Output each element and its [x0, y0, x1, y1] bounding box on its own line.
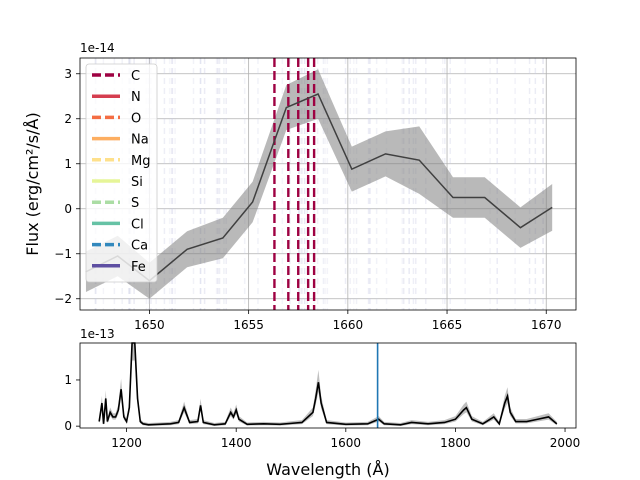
x-tick-label: 1600 [331, 436, 362, 450]
y-tick-label: 1 [64, 373, 72, 387]
element-line-markers [273, 58, 316, 310]
spectrum-line [98, 342, 558, 426]
top-offset-text: 1e-14 [80, 41, 115, 55]
legend: CNO Na Mg Si S Cl Ca Fe [85, 63, 158, 283]
x-tick-label: 1655 [233, 318, 264, 332]
y-tick-label: 1 [64, 157, 72, 171]
legend-label: Fe [131, 260, 146, 275]
y-tick-label: 0 [64, 202, 72, 216]
x-tick-label: 2000 [550, 436, 581, 450]
top-panel: 1650 1655 1660 1665 1670 −2 −1 0 1 2 3 1e-14 Flux … [23, 41, 577, 332]
top-axes-frame [79, 57, 577, 311]
y-tick-label: −2 [54, 292, 72, 306]
legend-box [85, 63, 158, 283]
x-tick-label: 1650 [134, 318, 165, 332]
x-tick-label: 1660 [333, 318, 364, 332]
x-tick-label: 1400 [221, 436, 252, 450]
bottom-ticks: 1200 1400 1600 1800 2000 0 1 [64, 373, 580, 450]
y-tick-label: 0 [64, 419, 72, 433]
legend-label: C [131, 69, 140, 84]
top-ticks: 1650 1655 1660 1665 1670 −2 −1 0 1 2 3 [54, 67, 561, 332]
y-tick-label: 2 [64, 112, 72, 126]
legend-label: Ca [131, 239, 148, 254]
bottom-axes-frame [79, 342, 577, 429]
y-tick-label: −1 [54, 247, 72, 261]
y-axis-label: Flux (erg/cm²/s/Å) [23, 112, 42, 255]
bottom-offset-text: 1e-13 [80, 327, 115, 341]
bottom-panel: 1200 1400 1600 1800 2000 0 1 1e-13 Wavelength … [64, 327, 580, 479]
y-tick-label: 3 [64, 67, 72, 81]
x-axis-label: Wavelength (Å) [266, 460, 389, 479]
legend-label: O [131, 111, 141, 126]
legend-label: Na [131, 133, 149, 148]
legend-label: N [131, 90, 141, 105]
x-tick-label: 1665 [432, 318, 463, 332]
flux-line [85, 93, 553, 282]
flux-error-band [85, 69, 553, 299]
legend-label: Si [131, 175, 143, 190]
x-tick-label: 1670 [531, 318, 562, 332]
x-tick-label: 1800 [440, 436, 471, 450]
legend-label: Cl [131, 217, 144, 232]
legend-label: Mg [131, 154, 150, 169]
x-tick-label: 1200 [111, 436, 142, 450]
legend-label: S [131, 196, 139, 211]
